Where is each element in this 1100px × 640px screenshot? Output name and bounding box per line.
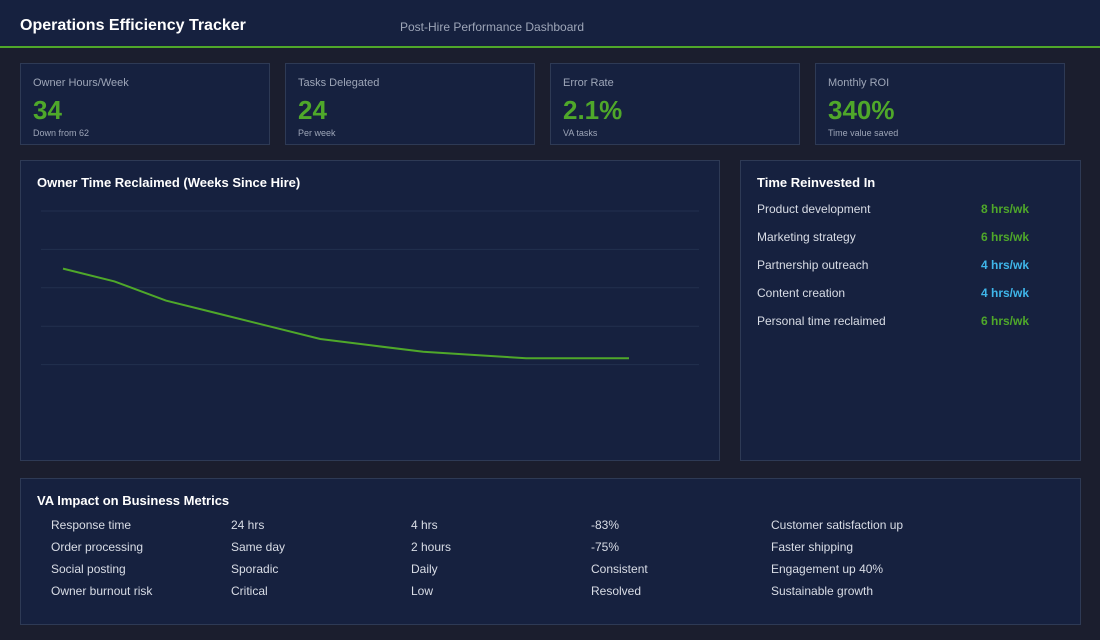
reinvested-title: Time Reinvested In <box>757 175 876 190</box>
reinvest-item-name: Product development <box>757 202 871 216</box>
impact-metric: Order processing <box>51 540 144 554</box>
impact-outcome: Faster shipping <box>771 540 854 554</box>
impact-outcome: Engagement up 40% <box>771 562 884 576</box>
kpi-value: 34 <box>33 95 62 125</box>
kpi-card-error-rate: Error Rate 2.1% VA tasks <box>550 63 800 145</box>
impact-after: 4 hrs <box>411 518 438 532</box>
reinvest-item-name: Content creation <box>757 286 846 300</box>
reinvest-item-hours: 6 hrs/wk <box>981 314 1030 328</box>
reinvest-item: Marketing strategy 6 hrs/wk <box>757 230 1067 248</box>
reinvest-item-hours: 4 hrs/wk <box>981 258 1030 272</box>
kpi-label: Tasks Delegated <box>298 77 380 89</box>
impact-before: 24 hrs <box>231 518 265 532</box>
reinvest-item: Product development 8 hrs/wk <box>757 202 1067 220</box>
impact-outcome: Sustainable growth <box>771 584 874 598</box>
impact-row: Order processing Same day 2 hours -75% F… <box>51 540 1051 558</box>
impact-before: Sporadic <box>231 562 279 576</box>
kpi-card-owner-hours: Owner Hours/Week 34 Down from 62 <box>20 63 270 145</box>
chart-title: Owner Time Reclaimed (Weeks Since Hire) <box>37 175 301 190</box>
reinvest-item-name: Personal time reclaimed <box>757 314 886 328</box>
impact-metric: Owner burnout risk <box>51 584 153 598</box>
kpi-value: 24 <box>298 95 327 125</box>
reinvest-item-name: Partnership outreach <box>757 258 869 272</box>
impact-change: Resolved <box>591 584 642 598</box>
va-impact-panel: VA Impact on Business Metrics Response t… <box>20 478 1081 625</box>
kpi-label: Monthly ROI <box>828 77 890 89</box>
impact-row: Social posting Sporadic Daily Consistent… <box>51 562 1051 580</box>
kpi-value: 340% <box>828 95 895 125</box>
owner-time-chart-panel: Owner Time Reclaimed (Weeks Since Hire) <box>20 160 720 461</box>
impact-change: Consistent <box>591 562 648 576</box>
owner-time-line-chart <box>41 210 699 366</box>
kpi-value: 2.1% <box>563 95 623 125</box>
chart-series <box>62 267 629 360</box>
reinvest-item-hours: 6 hrs/wk <box>981 230 1030 244</box>
impact-after: 2 hours <box>411 540 452 554</box>
chart-gridlines <box>41 210 699 366</box>
kpi-subtext: VA tasks <box>563 128 598 138</box>
kpi-subtext: Per week <box>298 128 336 138</box>
kpi-card-monthly-roi: Monthly ROI 340% Time value saved <box>815 63 1065 145</box>
kpi-label: Owner Hours/Week <box>33 77 129 89</box>
impact-before: Critical <box>231 584 268 598</box>
impact-row: Owner burnout risk Critical Low Resolved… <box>51 584 1051 602</box>
app-subtitle: Post-Hire Performance Dashboard <box>400 20 585 34</box>
impact-metric: Response time <box>51 518 132 532</box>
impact-after: Daily <box>411 562 438 576</box>
impact-change: -83% <box>591 518 620 532</box>
kpi-label: Error Rate <box>563 77 614 89</box>
kpi-subtext: Down from 62 <box>33 128 90 138</box>
reinvest-item: Partnership outreach 4 hrs/wk <box>757 258 1067 276</box>
reinvest-item-hours: 4 hrs/wk <box>981 286 1030 300</box>
kpi-subtext: Time value saved <box>828 128 899 138</box>
impact-before: Same day <box>231 540 286 554</box>
impact-outcome: Customer satisfaction up <box>771 518 904 532</box>
impact-metric: Social posting <box>51 562 126 576</box>
reinvest-item: Personal time reclaimed 6 hrs/wk <box>757 314 1067 332</box>
impact-title: VA Impact on Business Metrics <box>37 493 230 508</box>
reinvest-item: Content creation 4 hrs/wk <box>757 286 1067 304</box>
time-reinvested-panel: Time Reinvested In Product development 8… <box>740 160 1081 461</box>
impact-row: Response time 24 hrs 4 hrs -83% Customer… <box>51 518 1051 536</box>
impact-after: Low <box>411 584 434 598</box>
impact-change: -75% <box>591 540 620 554</box>
app-title: Operations Efficiency Tracker <box>20 17 246 34</box>
kpi-card-tasks-delegated: Tasks Delegated 24 Per week <box>285 63 535 145</box>
chart-series-line <box>62 267 629 360</box>
reinvest-item-hours: 8 hrs/wk <box>981 202 1030 216</box>
app-header: Operations Efficiency Tracker Post-Hire … <box>0 0 1100 48</box>
reinvest-item-name: Marketing strategy <box>757 230 856 244</box>
